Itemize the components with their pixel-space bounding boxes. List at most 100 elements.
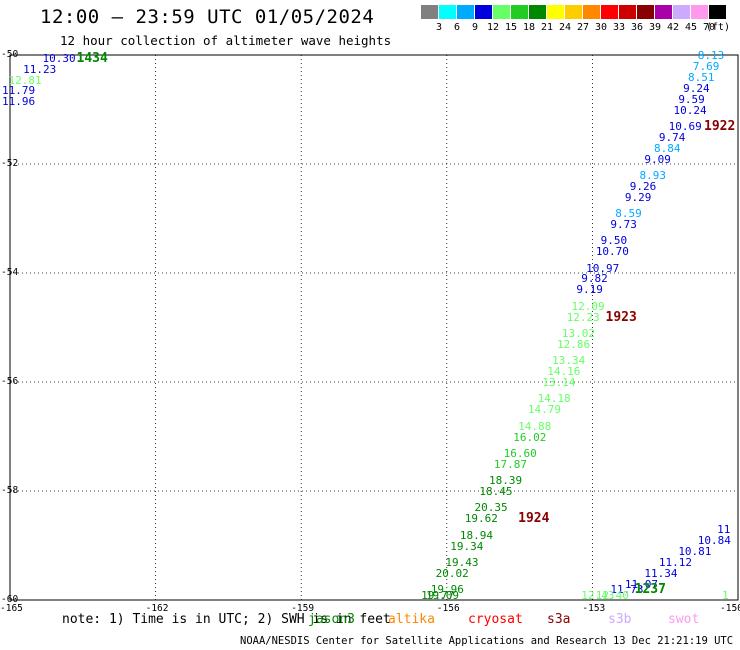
wave-height-label: 9.59 — [678, 92, 705, 106]
plot-frame — [9, 54, 739, 601]
wave-height-label: 19.09 — [425, 589, 460, 602]
wave-height-label: 12.81 — [8, 73, 42, 87]
color-swatch-label: 12 — [486, 22, 500, 33]
wave-height-label: 17.87 — [493, 457, 528, 471]
color-swatch — [439, 5, 456, 19]
satellite-legend-item: s3a — [547, 612, 571, 627]
wave-height-label: 8.51 — [688, 70, 715, 84]
wave-height-label: 12.40 — [595, 589, 629, 602]
color-swatch-label: 39 — [648, 22, 662, 33]
color-swatch-label: 45 — [684, 22, 698, 33]
wave-height-label: 10.69 — [668, 119, 702, 133]
scale-unit-label: (ft) — [705, 22, 731, 33]
wave-height-label: 9.82 — [581, 272, 608, 286]
wave-height-label: 9.26 — [629, 179, 657, 193]
wave-height-label: 14.16 — [547, 365, 581, 379]
wave-height-label: 20.02 — [435, 566, 469, 580]
color-swatch-label: 42 — [666, 22, 680, 33]
color-swatch-label: 33 — [612, 22, 626, 33]
page-title: 12:00 – 23:59 UTC 01/05/2024 — [40, 6, 375, 28]
wave-height-label: 10.97 — [586, 261, 620, 275]
wave-height-label: 14.88 — [518, 419, 552, 433]
color-swatch-label: 9 — [471, 22, 479, 33]
wave-height-label: 7.69 — [692, 59, 720, 73]
wave-height-label: 18.39 — [489, 474, 523, 488]
wave-height-label: 13.02 — [561, 326, 595, 340]
pass-time-label: 1924 — [518, 511, 550, 527]
lat-tick-label: -56 — [1, 376, 19, 387]
lon-tick-label: -150 — [720, 603, 740, 614]
color-swatch — [529, 5, 546, 19]
color-swatch — [547, 5, 564, 19]
wave-height-label: 11.79 — [2, 84, 36, 98]
wave-height-label: 9.19 — [576, 283, 603, 297]
color-swatch — [691, 5, 708, 19]
color-swatch-label: 24 — [558, 22, 572, 33]
color-swatch — [511, 5, 528, 19]
color-swatch-label: 15 — [504, 22, 518, 33]
wave-height-label: 9.09 — [644, 152, 671, 166]
color-swatch-label: 6 — [453, 22, 461, 33]
lat-tick-label: -60 — [1, 594, 19, 605]
wave-height-label: 9.24 — [683, 81, 710, 95]
pass-time-label: 1237 — [634, 582, 666, 598]
page-subtitle: 12 hour collection of altimeter wave hei… — [60, 33, 392, 48]
color-swatch-label: 21 — [540, 22, 554, 33]
color-swatch — [709, 5, 726, 19]
wave-height-label: 20.35 — [474, 501, 508, 515]
color-swatch — [673, 5, 690, 19]
satellite-legend-item: cryosat — [468, 612, 523, 627]
wave-height-label: 16.60 — [503, 446, 537, 460]
wave-height-label: 9.73 — [610, 217, 637, 231]
wave-height-label: 12.43 — [581, 589, 615, 602]
wave-height-label: 19.43 — [445, 555, 479, 569]
wave-height-label: 14.79 — [527, 403, 561, 417]
lat-lon-grid — [9, 54, 739, 601]
wave-height-label: 11.34 — [644, 566, 678, 580]
color-swatch-label: 27 — [576, 22, 590, 33]
color-swatch — [457, 5, 474, 19]
color-swatch — [637, 5, 654, 19]
wave-height-label: 9.29 — [624, 190, 652, 204]
pass-time-label: 1922 — [704, 118, 736, 134]
lat-tick-label: -52 — [1, 158, 19, 169]
lat-tick-label: -50 — [1, 49, 19, 60]
wave-height-label: 12.86 — [556, 337, 591, 351]
wave-height-label: 14.18 — [537, 392, 571, 406]
color-swatch-label: 30 — [594, 22, 608, 33]
pass-time-label: 1434 — [76, 50, 108, 66]
color-swatch — [421, 5, 438, 19]
wave-height-label: 11.12 — [658, 555, 693, 569]
wave-height-label: 9.74 — [658, 130, 686, 144]
lon-tick-label: -159 — [291, 603, 315, 614]
wave-height-label: 13.14 — [542, 376, 576, 389]
satellite-legend-item: s3b — [608, 612, 632, 627]
color-swatch — [475, 5, 492, 19]
wave-height-label: 19.62 — [464, 512, 498, 526]
wave-height-label: 11.23 — [23, 62, 57, 76]
wave-height-label: 12.23 — [566, 310, 600, 324]
lon-tick-label: -156 — [436, 603, 460, 614]
wave-height-label: 18.45 — [479, 485, 513, 498]
lon-tick-label: -162 — [145, 603, 169, 614]
color-swatch — [583, 5, 600, 19]
color-swatch — [565, 5, 582, 19]
wave-height-label: 10.30 — [42, 51, 76, 65]
wave-height-label: 11.07 — [624, 577, 659, 591]
wave-height-label: 16.02 — [513, 430, 547, 444]
wave-height-label: 11 — [717, 523, 731, 537]
wave-height-label: 19.34 — [450, 539, 484, 553]
wave-height-label: 10.70 — [595, 245, 629, 259]
wave-height-label: 8.84 — [654, 141, 681, 155]
color-swatch — [493, 5, 510, 19]
wave-height-label: 1 — [722, 589, 729, 602]
wave-height-label: 18.94 — [459, 528, 494, 542]
wave-height-label: 10.24 — [673, 103, 707, 117]
satellite-legend-item: altika — [388, 612, 435, 627]
wave-height-label: 13.34 — [552, 354, 586, 368]
color-swatch-label: 36 — [630, 22, 644, 33]
lon-tick-label: -165 — [0, 603, 23, 614]
note-text: note: 1) Time is in UTC; 2) SWH is in fe… — [62, 612, 391, 627]
wave-height-label: 10.84 — [697, 534, 731, 548]
